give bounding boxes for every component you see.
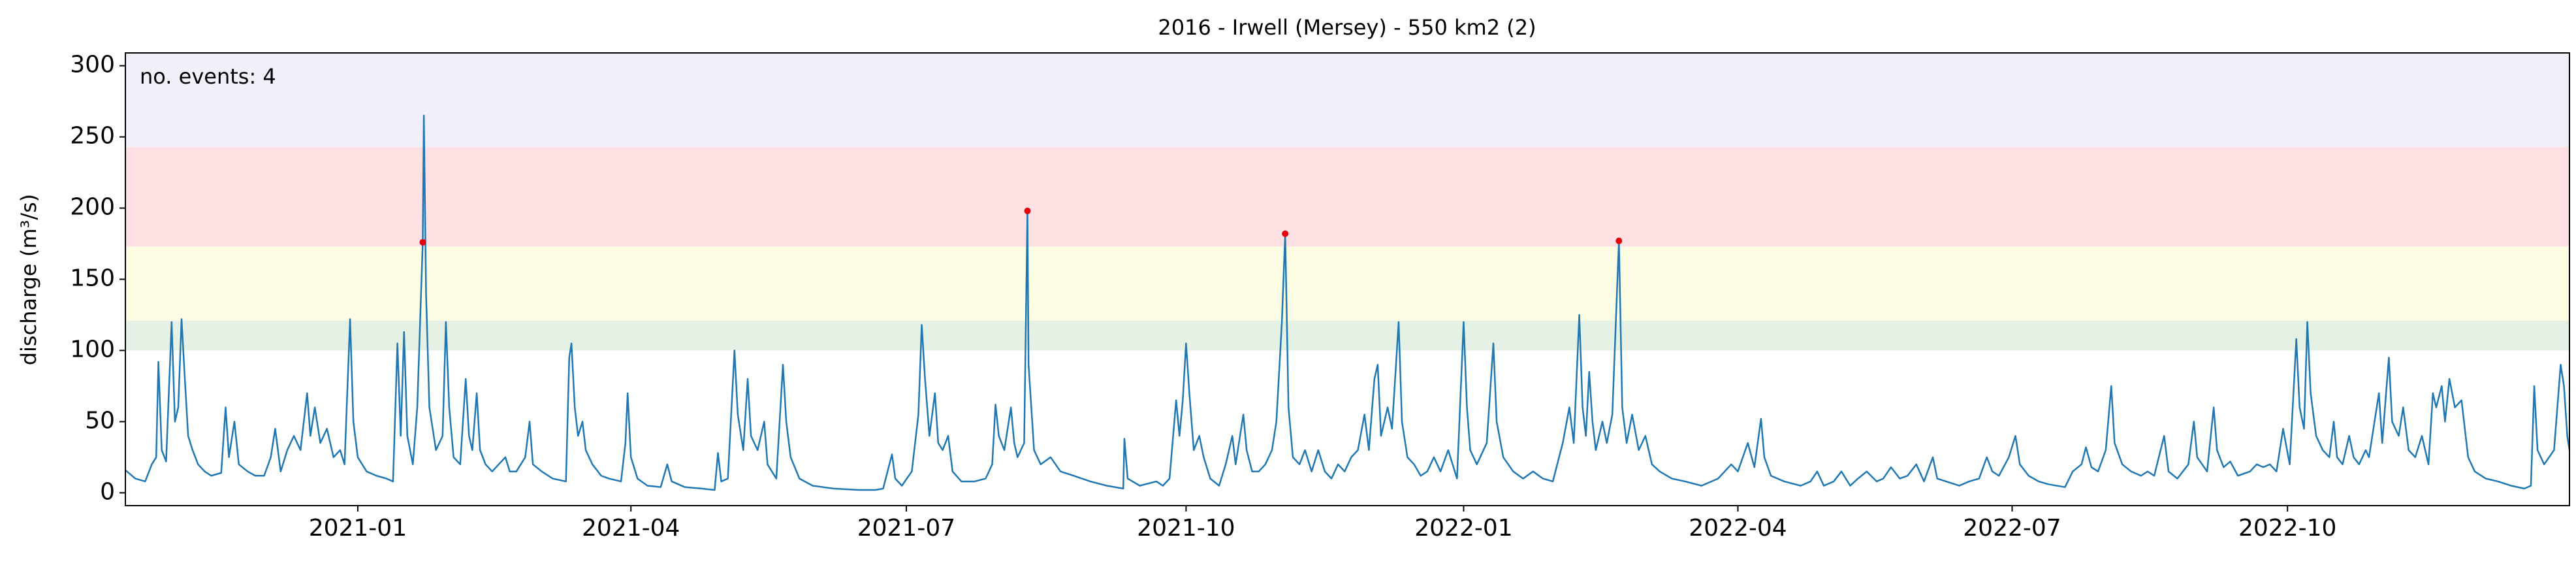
y-tick-label: 250 [70, 123, 115, 150]
plot-frame [125, 52, 2570, 506]
y-axis-label: discharge (m³/s) [16, 194, 41, 366]
annotation: no. events: 4 [140, 64, 276, 89]
y-tick-label: 100 [70, 336, 115, 363]
event-point [419, 238, 426, 246]
discharge-line [125, 114, 2571, 491]
y-tick-label: 300 [70, 52, 115, 78]
y-tick-label: 50 [85, 407, 115, 434]
event-point [1024, 207, 1031, 214]
x-tick-label: 2021-07 [857, 515, 955, 542]
x-tick-label: 2022-01 [1414, 515, 1512, 542]
x-tick-label: 2021-01 [309, 515, 407, 542]
y-tick-label: 150 [70, 265, 115, 292]
x-tick-label: 2022-07 [1963, 515, 2061, 542]
x-tick-label: 2021-10 [1137, 515, 1235, 542]
x-tick-label: 2021-04 [582, 515, 680, 542]
x-tick-label: 2022-04 [1689, 515, 1787, 542]
y-tick-label: 0 [100, 478, 115, 505]
event-point [1615, 237, 1623, 244]
event-point [1282, 230, 1289, 237]
threshold-band [125, 246, 2569, 321]
threshold-band [125, 146, 2569, 247]
threshold-band [125, 53, 2569, 147]
threshold-band [125, 320, 2569, 351]
y-tick-label: 200 [70, 194, 115, 221]
chart-title: 2016 - Irwell (Mersey) - 550 km2 (2) [1158, 15, 1536, 40]
x-tick-label: 2022-10 [2238, 515, 2336, 542]
